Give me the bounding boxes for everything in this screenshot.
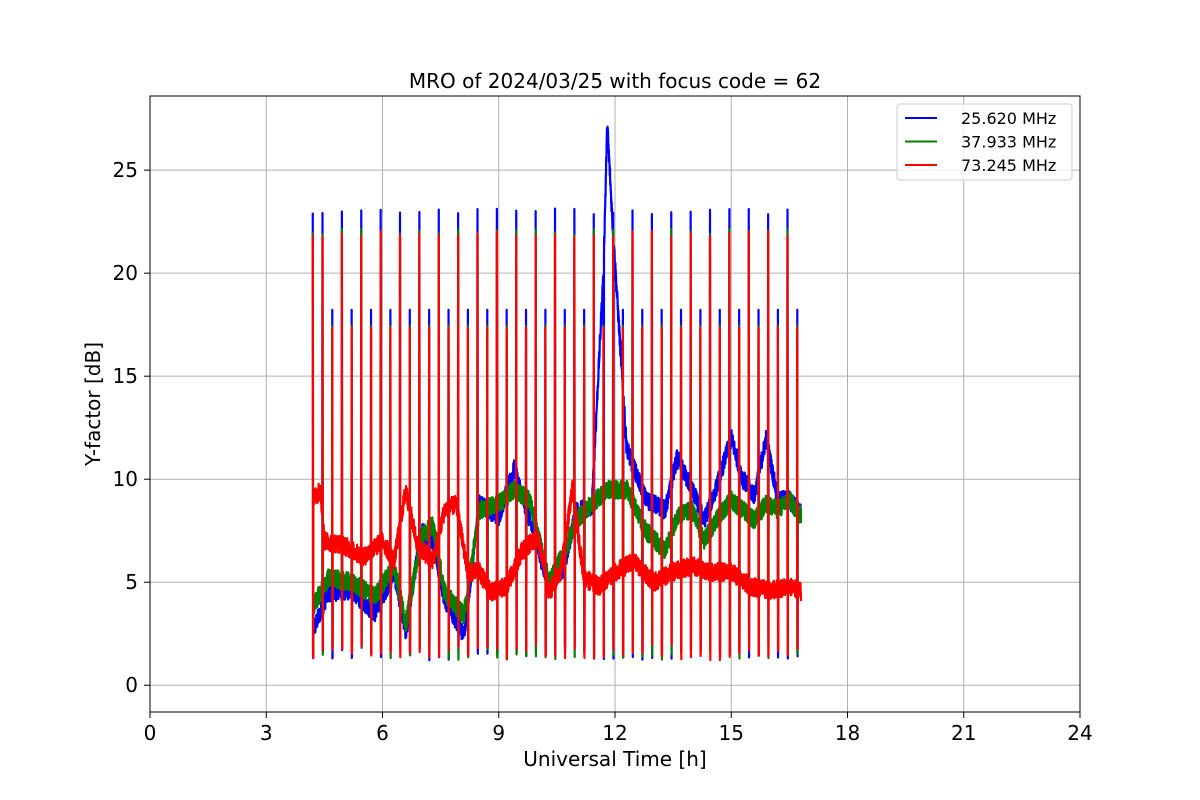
x-tick-label: 3 bbox=[260, 721, 273, 745]
plot-area bbox=[311, 125, 803, 662]
y-tick-label: 15 bbox=[113, 364, 138, 388]
x-axis: 0 3 6 9 12 15 18 21 24 bbox=[144, 712, 1093, 745]
series-line bbox=[311, 229, 803, 662]
legend-box bbox=[896, 103, 1073, 181]
x-tick-label: 18 bbox=[835, 721, 860, 745]
y-axis-label: Y-factor [dB] bbox=[81, 342, 105, 467]
legend-label: 73.245 MHz bbox=[961, 156, 1056, 175]
x-tick-label: 9 bbox=[492, 721, 505, 745]
x-tick-label: 24 bbox=[1067, 721, 1092, 745]
x-tick-label: 21 bbox=[951, 721, 976, 745]
legend: 25.620 MHz 37.933 MHz 73.245 MHz bbox=[896, 103, 1073, 181]
x-tick-label: 0 bbox=[144, 721, 157, 745]
y-tick-label: 10 bbox=[113, 467, 138, 491]
x-tick-label: 15 bbox=[719, 721, 744, 745]
y-tick-label: 20 bbox=[113, 261, 138, 285]
y-tick-label: 0 bbox=[125, 673, 138, 697]
x-axis-label: Universal Time [h] bbox=[523, 747, 706, 771]
chart-title: MRO of 2024/03/25 with focus code = 62 bbox=[409, 69, 821, 93]
y-tick-label: 5 bbox=[125, 570, 138, 594]
legend-label: 37.933 MHz bbox=[961, 133, 1056, 152]
y-axis: 0 5 10 15 20 25 bbox=[113, 158, 150, 697]
legend-label: 25.620 MHz bbox=[961, 109, 1056, 128]
x-tick-label: 6 bbox=[376, 721, 389, 745]
y-tick-label: 25 bbox=[113, 158, 138, 182]
x-tick-label: 12 bbox=[602, 721, 627, 745]
series-layer bbox=[311, 125, 803, 662]
